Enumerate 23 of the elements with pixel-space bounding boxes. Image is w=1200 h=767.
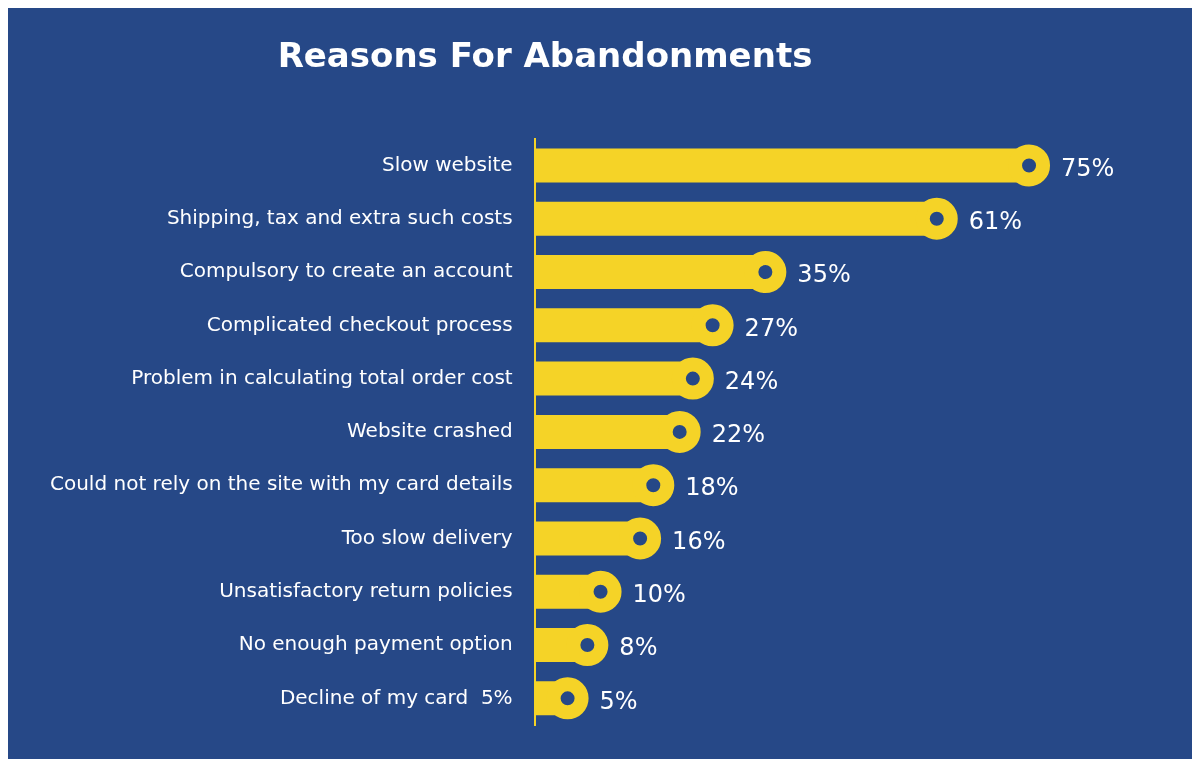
y-tick-label: Too slow delivery <box>340 524 513 549</box>
chart-title: Reasons For Abandonments <box>277 35 813 76</box>
data-label: 16% <box>672 526 726 555</box>
data-label: 35% <box>797 260 851 289</box>
y-tick-label: Decline of my card 5% <box>279 684 513 709</box>
y-tick-label: Website crashed <box>346 418 513 443</box>
y-tick-label: Could not rely on the site with my card details <box>50 471 513 496</box>
y-tick-label: Problem in calculating total order cost <box>131 364 513 389</box>
data-label: 75% <box>1061 153 1115 182</box>
y-tick-label: Compulsory to create an account <box>179 258 513 283</box>
data-label: 61% <box>968 206 1023 235</box>
data-label: 22% <box>711 420 766 449</box>
y-tick-label: Unsatisfactory return policies <box>219 577 513 602</box>
data-label: 8% <box>619 633 658 662</box>
data-label: 18% <box>685 473 739 502</box>
y-tick-label: No enough payment option <box>238 631 513 656</box>
data-label: 5% <box>599 686 638 715</box>
data-label: 10% <box>632 580 686 609</box>
y-tick-label: Slow website <box>381 151 513 176</box>
data-label: 24% <box>724 366 779 395</box>
y-tick-label: Shipping, tax and extra such costs <box>166 204 513 229</box>
y-tick-label: Complicated checkout process <box>206 311 513 336</box>
data-label: 27% <box>744 313 798 342</box>
